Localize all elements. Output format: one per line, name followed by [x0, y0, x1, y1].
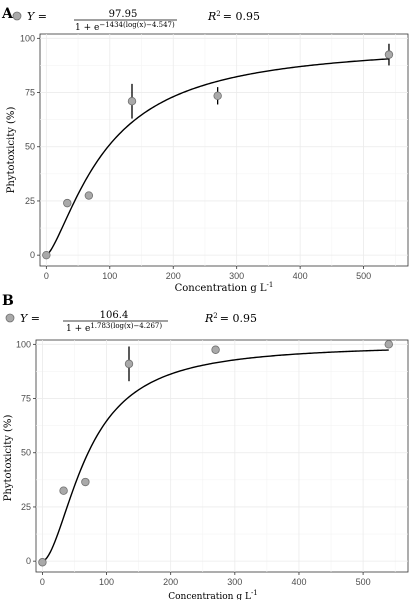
panel-a-equation: Y = 97.95 1 + e−1434(log(x)−4.547) R2 = 0… — [12, 9, 260, 33]
panel-a: A Y = 97.95 1 + e−1434(log(x)−4.547) R2 =… — [1, 6, 409, 294]
y-tick-label: 25 — [25, 196, 35, 206]
y-tick-label: 0 — [30, 250, 35, 260]
data-point — [384, 340, 393, 349]
data-point — [211, 345, 220, 354]
data-point — [59, 486, 68, 495]
y-tick-label: 100 — [16, 339, 31, 349]
fit-curve — [45, 58, 390, 256]
x-axis-label-a: Concentration g L-1 — [175, 281, 274, 294]
x-tick-label: 300 — [229, 271, 244, 281]
equation-numerator: 97.95 — [109, 9, 138, 20]
data-point — [384, 50, 394, 59]
y-axis-label-b: Phytotoxicity (%) — [3, 415, 14, 502]
panel-b-equation: Y = 106.4 1 + e1.783(log(x)−4.267) R2 = 0… — [5, 310, 257, 334]
y-tick-label: 75 — [21, 394, 31, 404]
x-tick-label: 500 — [356, 577, 371, 587]
y-tick-label: 100 — [20, 33, 35, 43]
data-point — [42, 250, 51, 260]
equation-denominator: 1 + e−1434(log(x)−4.547) — [75, 21, 175, 33]
equation-lhs: Y = — [20, 312, 40, 325]
data-point — [63, 198, 72, 208]
fit-curve — [42, 349, 389, 562]
y-axis-label-a: Phytotoxicity (%) — [6, 107, 17, 194]
x-axis-label-b: Concentration g L-1 — [168, 589, 258, 600]
y-tick-label: 50 — [25, 142, 35, 152]
equation-marker-icon — [5, 313, 15, 323]
x-tick-label: 0 — [40, 577, 45, 587]
x-tick-label: 400 — [291, 577, 306, 587]
x-tick-label: 400 — [293, 271, 308, 281]
equation-lhs: Y = — [27, 10, 47, 23]
x-tick-label: 100 — [99, 577, 114, 587]
panel-b-label: B — [2, 293, 14, 309]
y-tick-label: 25 — [21, 502, 31, 512]
data-point — [213, 91, 222, 100]
x-tick-label: 100 — [102, 271, 117, 281]
y-tick-label: 50 — [21, 448, 31, 458]
x-tick-label: 200 — [163, 577, 178, 587]
data-point — [84, 191, 94, 200]
r-squared: R2 = 0.95 — [204, 312, 257, 325]
plot-a: 0 100 200 300 400 500 0 25 50 75 100 — [20, 33, 409, 281]
x-tick-label: 500 — [356, 271, 371, 281]
plot-frame — [39, 33, 409, 267]
y-tick-label: 75 — [25, 88, 35, 98]
x-tick-label: 0 — [44, 271, 49, 281]
y-tick-label: 0 — [26, 556, 31, 566]
equation-numerator: 106.4 — [100, 310, 129, 321]
panel-a-label: A — [1, 6, 14, 22]
panel-b: B Y = 106.4 1 + e1.783(log(x)−4.267) R2 =… — [2, 293, 409, 600]
x-tick-label: 300 — [227, 577, 242, 587]
data-point — [124, 359, 134, 369]
data-point — [81, 477, 90, 487]
plot-b: 0 100 200 300 400 500 0 25 50 75 100 — [16, 339, 409, 587]
r-squared: R2 = 0.95 — [207, 10, 260, 23]
equation-marker-icon — [12, 11, 22, 21]
data-point — [38, 558, 47, 567]
plot-frame — [35, 339, 409, 573]
data-point — [127, 97, 137, 106]
equation-denominator: 1 + e1.783(log(x)−4.267) — [66, 322, 162, 334]
x-tick-label: 200 — [166, 271, 181, 281]
